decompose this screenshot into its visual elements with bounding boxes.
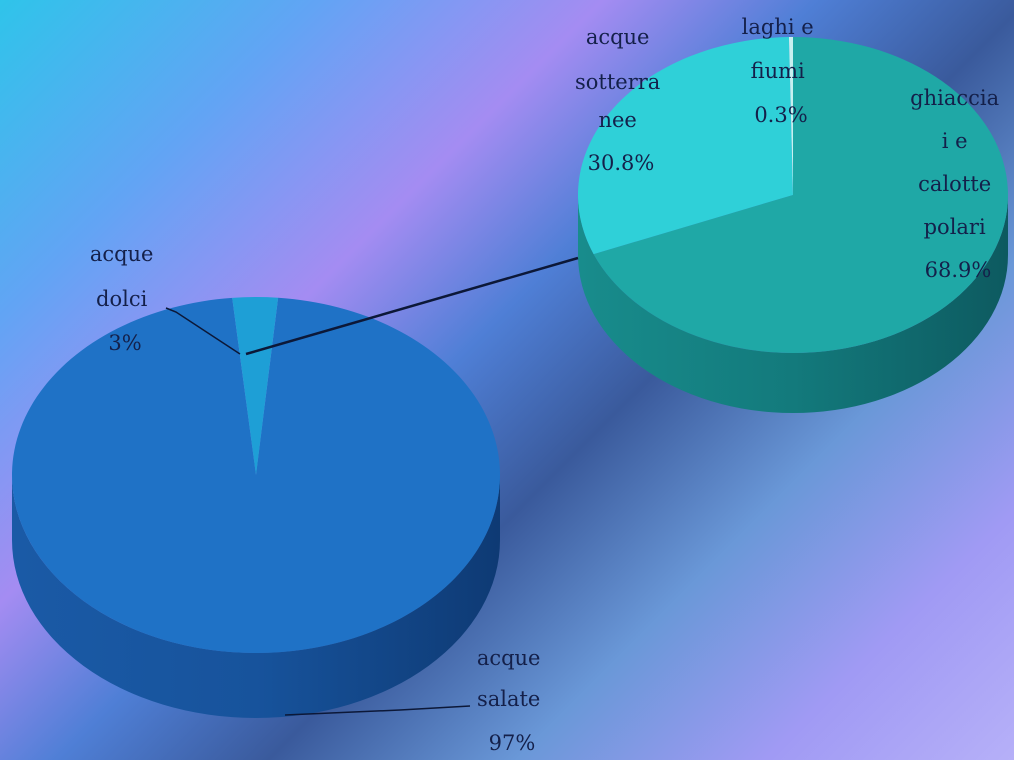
pie-total-water bbox=[11, 297, 500, 718]
pie-slice-laghi bbox=[788, 37, 793, 195]
leader-salate bbox=[284, 705, 471, 716]
pie-slice-acque-salate bbox=[11, 297, 500, 654]
pie-slice-ghiacciai bbox=[593, 37, 1008, 353]
label-ghiacciai: ghiaccia i e calotte polari 68.9% bbox=[910, 86, 1006, 282]
label-laghi: laghi e fiumi 0.3% bbox=[742, 15, 821, 127]
pie-fresh-side bbox=[578, 195, 1008, 413]
label-dolci: acque dolci 3% bbox=[90, 242, 160, 355]
pie-slice-acque-dolci bbox=[232, 297, 279, 475]
connector-line bbox=[245, 256, 579, 356]
pie-total-side bbox=[12, 475, 500, 718]
leader-dolci bbox=[165, 307, 241, 355]
label-sotterranee: acque sotterra nee 30.8% bbox=[575, 25, 667, 175]
pie-fresh-water bbox=[578, 37, 1008, 413]
pie-slice-sotterranee bbox=[578, 37, 793, 255]
label-salate: acque salate 97% bbox=[477, 646, 547, 755]
